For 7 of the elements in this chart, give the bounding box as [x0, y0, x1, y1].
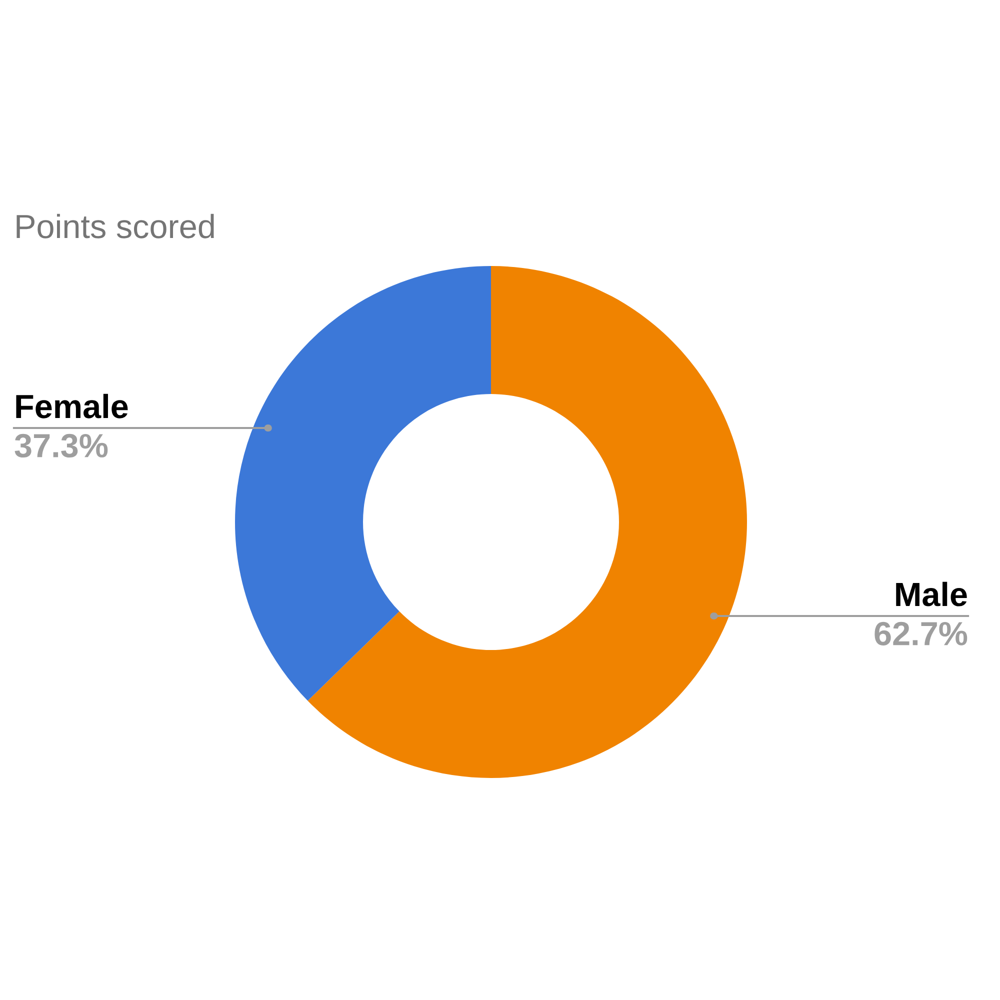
donut-slice — [235, 266, 491, 701]
data-label: 62.7% — [874, 622, 968, 646]
slice-label: Male — [896, 582, 967, 606]
donut-slice — [308, 266, 747, 778]
chart-title: Points scored — [16, 214, 214, 238]
data-label: 37.3% — [14, 434, 108, 458]
slice-label: Female — [16, 394, 128, 418]
